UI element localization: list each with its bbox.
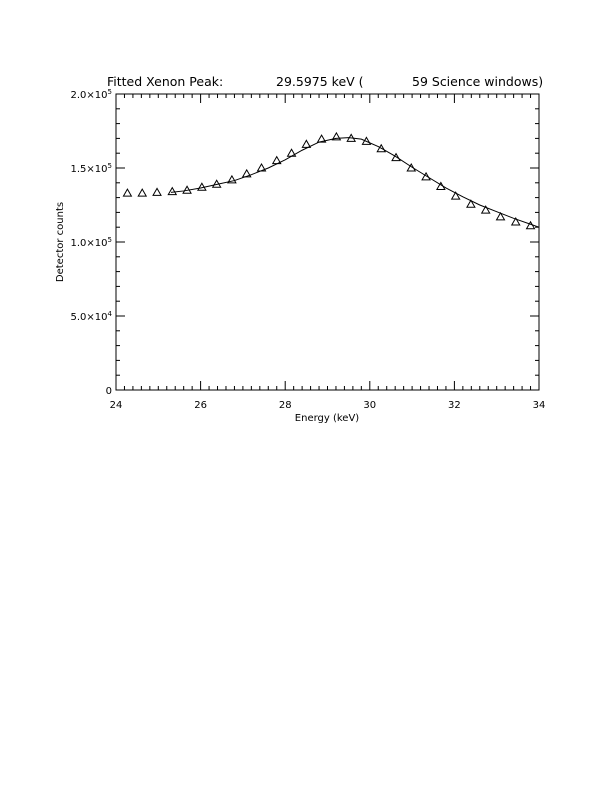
x-tick-label: 24 xyxy=(110,400,123,411)
data-point-triangle xyxy=(495,211,506,221)
y-tick-label: 2.0×105 xyxy=(71,88,112,101)
chart-title-windows: 59 Science windows) xyxy=(412,74,543,89)
y-tick-label: 1.5×105 xyxy=(71,162,112,175)
data-point-triangle xyxy=(391,152,401,162)
x-tick-label: 30 xyxy=(363,400,376,411)
data-point-triangle xyxy=(406,162,417,172)
y-axis-title: Detector counts xyxy=(55,202,66,282)
tick-labels: 24 26 28 30 32 34 0 5.0×104 1.0×105 1.5×105 2.0×10… xyxy=(71,88,546,411)
data-point-triangle xyxy=(361,136,372,145)
x-tick-label: 28 xyxy=(279,400,292,411)
data-point-triangle xyxy=(301,139,312,148)
data-point-triangle xyxy=(525,220,536,230)
plot-axes xyxy=(115,93,540,391)
data-point-triangle xyxy=(167,186,178,196)
x-tick-label: 26 xyxy=(194,400,207,411)
data-point-triangle xyxy=(227,174,237,184)
data-point-triangle xyxy=(376,143,387,153)
data-point-triangle xyxy=(271,155,282,165)
data-point-triangle xyxy=(152,187,162,196)
tick-marks xyxy=(115,93,540,391)
data-point-triangle xyxy=(122,188,133,197)
x-tick-label: 34 xyxy=(533,400,546,411)
data-point-triangle xyxy=(510,217,521,226)
data-point-triangle xyxy=(256,162,267,172)
fit-curve xyxy=(170,137,540,228)
data-point-triangle xyxy=(241,168,252,178)
data-point-triangle xyxy=(421,171,431,181)
x-tick-label: 32 xyxy=(448,400,461,411)
data-point-triangle xyxy=(286,148,297,157)
data-point-triangle xyxy=(450,191,461,200)
data-points-layer xyxy=(122,131,536,230)
y-tick-label: 0 xyxy=(106,386,112,397)
chart-title-energy: 29.5975 keV ( xyxy=(276,74,364,89)
x-axis-title: Energy (keV) xyxy=(295,413,360,424)
plot-frame xyxy=(115,93,540,391)
data-point-triangle xyxy=(331,131,342,141)
data-point-triangle xyxy=(211,179,222,188)
data-point-triangle xyxy=(182,185,192,194)
data-point-triangle xyxy=(137,188,148,197)
y-tick-label: 5.0×104 xyxy=(71,310,113,323)
data-point-triangle xyxy=(197,182,207,191)
y-tick-label: 1.0×105 xyxy=(71,236,112,249)
data-point-triangle xyxy=(346,133,357,142)
chart-title-label: Fitted Xenon Peak: xyxy=(107,74,223,89)
data-point-triangle xyxy=(316,134,327,143)
data-point-triangle xyxy=(435,181,446,190)
data-point-triangle xyxy=(466,199,476,208)
data-point-triangle xyxy=(480,205,491,214)
fit-curve-layer xyxy=(170,137,540,228)
